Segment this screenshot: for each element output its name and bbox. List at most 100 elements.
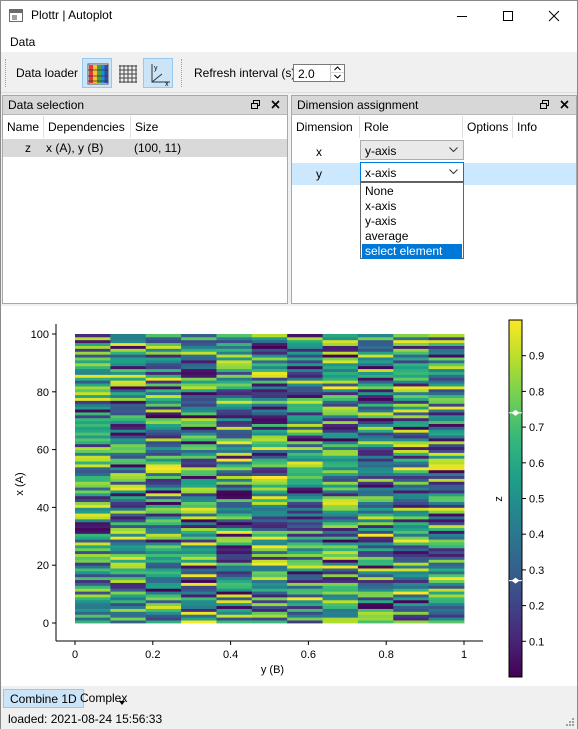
heatmap-cell [428, 556, 465, 560]
role-select-y[interactable]: x-axis [360, 162, 464, 182]
heatmap-cell [181, 599, 217, 604]
heatmap-cell [251, 487, 288, 491]
heatmap-cell [145, 386, 182, 390]
resize-grip-icon[interactable] [563, 715, 575, 727]
plot-area: 0 0.2 0.4 0.6 0.8 1 0 20 40 60 80 100 y (B) x (A) 0.1 0… [1, 306, 577, 686]
heatmap-cell [287, 513, 323, 517]
heatmap-cell [75, 579, 111, 583]
minimize-button[interactable] [439, 1, 485, 31]
heatmap-cell [145, 466, 182, 471]
dropdown-option-x-axis[interactable]: x-axis [365, 199, 397, 213]
heatmap-cell [145, 490, 182, 494]
toolbar-grip[interactable] [5, 59, 7, 87]
heatmap-cell [145, 412, 182, 416]
heatmap-cell [110, 449, 147, 453]
column-header-dependencies[interactable]: Dependencies [44, 116, 131, 138]
x-tick-label: 0.2 [145, 649, 160, 661]
tab-dropdown-arrow-icon[interactable] [119, 701, 125, 705]
heatmap-cell [110, 452, 147, 456]
heatmap-cell [181, 368, 217, 372]
heatmap-cell [251, 336, 288, 341]
heatmap-cell [216, 559, 253, 563]
heatmap-cell [181, 435, 217, 439]
float-panel-button[interactable] [249, 98, 263, 112]
heatmap-cell [216, 576, 253, 581]
colorbar-level-handle[interactable] [511, 577, 520, 584]
heatmap-cell [428, 446, 465, 450]
column-header-options[interactable]: Options [463, 116, 513, 138]
dropdown-option-none[interactable]: None [365, 184, 394, 198]
maximize-button[interactable] [485, 1, 531, 31]
heatmap-cell [216, 360, 253, 364]
tab-combine-1d[interactable]: Combine 1D [3, 689, 84, 708]
grid-plot-button[interactable] [112, 58, 142, 88]
heatmap-cell [75, 429, 111, 433]
heatmap-cell [251, 481, 288, 485]
dropdown-option-average[interactable]: average [365, 229, 409, 243]
heatmap-cell [393, 594, 430, 598]
heatmap-cell [145, 394, 182, 398]
heatmap-cell [428, 591, 465, 595]
heatmap-cell [110, 550, 147, 555]
heatmap-cell [145, 345, 182, 349]
heatmap-cell [216, 345, 253, 349]
heatmap-cell [287, 556, 323, 560]
colorbar[interactable] [508, 319, 523, 678]
heatmap-cell [428, 357, 465, 361]
close-panel-button[interactable] [558, 98, 572, 112]
heatmap-cell [393, 414, 430, 419]
heatmap-cell [145, 362, 182, 367]
heatmap-cell [145, 530, 182, 534]
column-header-name[interactable]: Name [3, 116, 44, 138]
heatmap-cell [251, 354, 288, 358]
chevron-up-icon [334, 66, 341, 71]
role-select-x[interactable]: y-axis [360, 140, 464, 160]
close-panel-button[interactable] [269, 98, 283, 112]
heatmap-cell [181, 573, 217, 578]
column-header-size[interactable]: Size [135, 120, 159, 134]
dropdown-option-y-axis[interactable]: y-axis [365, 214, 397, 228]
column-header-info[interactable]: Info [517, 120, 538, 134]
dimension-row-x[interactable]: x [292, 141, 576, 163]
table-row[interactable]: z x (A), y (B) (100, 11) [3, 139, 287, 157]
spin-up-button[interactable] [331, 65, 344, 73]
heatmap-cell [110, 440, 147, 445]
y-tick-label: 80 [37, 387, 49, 399]
heatmap-cell [216, 570, 253, 575]
heatmap-cell [322, 588, 359, 592]
spin-down-button[interactable] [331, 73, 344, 81]
heatmap-cell [251, 573, 288, 578]
column-header-role[interactable]: Role [360, 116, 463, 138]
heatmap-cell [251, 553, 288, 557]
heatmap-cell [181, 588, 217, 592]
column-header-dimension[interactable]: Dimension [292, 116, 360, 138]
heatmap-cell [287, 484, 323, 488]
heatmap-cell [216, 507, 253, 511]
refresh-interval-spinbox[interactable]: 2.0 [293, 64, 345, 82]
float-panel-button[interactable] [538, 98, 552, 112]
heatmap-cell [322, 550, 359, 555]
menu-data[interactable]: Data [10, 35, 36, 49]
heatmap-cell [287, 570, 323, 575]
heatmap-cell [75, 570, 111, 575]
dropdown-option-select-element[interactable]: select element [362, 244, 462, 259]
toolbar-grip-2[interactable] [181, 59, 183, 87]
heatmap-cell [216, 455, 253, 459]
colorbar-tick-label: 0.4 [529, 529, 544, 541]
heatmap-cell [393, 417, 430, 422]
colorbar-level-handle[interactable] [511, 409, 520, 416]
heatmap-cell [428, 596, 465, 601]
xy-axes-button[interactable]: y x [143, 58, 173, 88]
heatmap-cell [322, 452, 359, 456]
heatmap-cell [216, 516, 253, 520]
heatmap-cell [393, 591, 430, 595]
colormap-plot-button[interactable] [82, 58, 112, 88]
heatmap-cell [357, 490, 394, 494]
heatmap-cell [75, 510, 111, 514]
heatmap-cell [110, 388, 147, 393]
y-tick-label: 100 [31, 329, 49, 341]
heatmap-cell [110, 414, 147, 419]
heatmap-plot[interactable]: 0 0.2 0.4 0.6 0.8 1 0 20 40 60 80 100 y (B) x (A) 0.1 0… [1, 306, 577, 686]
tab-complex[interactable]: Complex [80, 691, 128, 705]
close-button[interactable] [531, 1, 577, 31]
